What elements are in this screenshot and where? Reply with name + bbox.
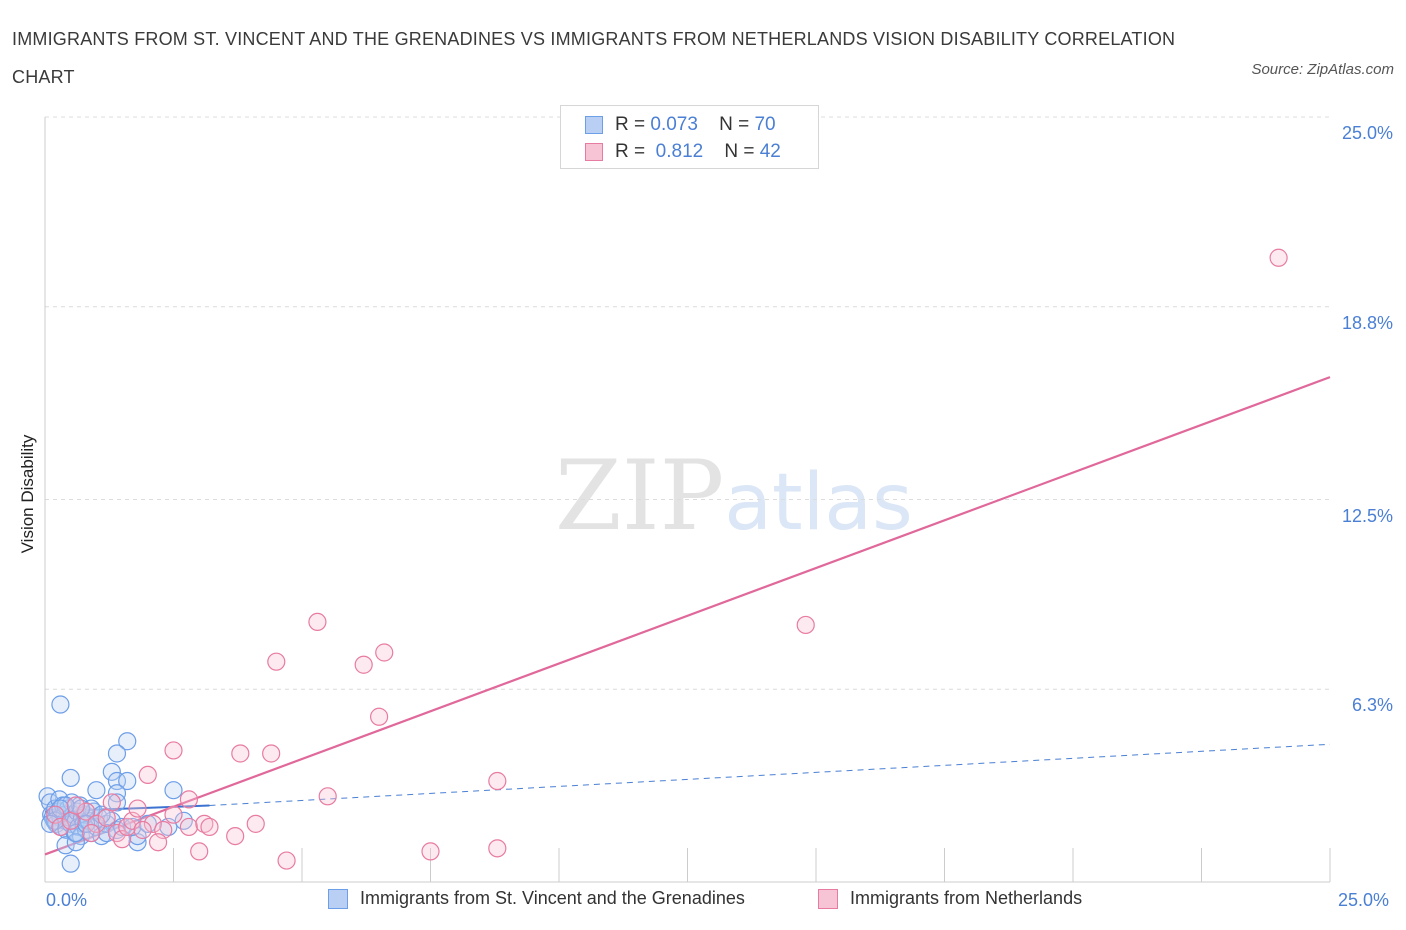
data-points	[38, 248, 1288, 873]
legend-r-value: 0.073	[650, 114, 698, 135]
data-point-pink	[195, 814, 214, 833]
data-point-blue	[107, 784, 127, 803]
y-tick-label: 12.5%	[1341, 505, 1393, 526]
data-point-pink	[488, 839, 507, 858]
data-point-pink	[61, 811, 80, 830]
data-point-blue	[107, 793, 127, 812]
data-point-blue	[87, 781, 106, 800]
stats-legend: R = 0.073 N = 70 R = 0.812 N = 42	[560, 105, 819, 169]
legend-row-pink: R = 0.812 N = 42	[585, 139, 781, 165]
data-point-pink	[143, 814, 163, 833]
data-point-pink	[318, 787, 337, 806]
data-point-pink	[421, 842, 440, 861]
trend-lines	[44, 376, 1331, 856]
data-point-pink	[102, 793, 121, 812]
watermark-atlas: atlas	[724, 458, 913, 548]
data-point-blue	[56, 836, 75, 855]
legend-swatch-blue	[585, 116, 603, 134]
legend-n-label: N =	[724, 141, 755, 162]
y-tick-label: 25.0%	[1341, 123, 1393, 143]
trend-line-blue-extension	[209, 743, 1331, 806]
data-point-blue	[118, 732, 137, 751]
data-point-pink	[164, 741, 183, 760]
legend-r-label: R =	[615, 114, 646, 135]
bottom-legend-label-pink: Immigrants from Netherlands	[850, 888, 1083, 908]
data-point-pink	[262, 744, 281, 763]
data-point-pink	[179, 790, 199, 809]
trend-line-pink	[44, 376, 1331, 856]
data-point-pink	[66, 796, 85, 815]
legend-r-label: R =	[615, 141, 646, 162]
data-point-pink	[97, 808, 116, 827]
data-point-pink	[267, 652, 286, 671]
bottom-legend-label-blue: Immigrants from St. Vincent and the Gren…	[360, 888, 745, 908]
data-point-pink	[354, 655, 373, 674]
data-point-pink	[190, 842, 209, 861]
legend-n-value: 70	[754, 114, 776, 135]
data-point-blue	[61, 854, 80, 873]
axes	[44, 117, 1331, 883]
data-point-pink	[200, 817, 219, 837]
data-point-pink	[128, 799, 147, 818]
grid-lines	[45, 116, 1330, 690]
data-point-pink	[231, 744, 250, 763]
data-point-blue	[107, 744, 127, 763]
data-point-pink	[375, 643, 394, 662]
data-point-blue	[97, 823, 116, 843]
legend-n-label: N =	[719, 114, 750, 135]
data-point-pink	[1269, 248, 1288, 267]
data-point-pink	[226, 826, 245, 846]
data-point-pink	[87, 814, 106, 833]
data-point-pink	[77, 802, 96, 821]
data-point-blue	[97, 814, 116, 833]
data-point-pink	[246, 814, 265, 833]
bottom-legend-swatch-blue	[328, 888, 348, 909]
legend-row-blue: R = 0.073 N = 70	[585, 112, 776, 138]
data-point-pink	[488, 771, 507, 791]
bottom-legend-swatch-pink	[818, 888, 838, 909]
x-tick-label-min: 0.0%	[46, 890, 88, 910]
data-point-blue	[92, 805, 111, 824]
y-tick-label: 18.8%	[1341, 312, 1393, 333]
data-point-blue	[41, 814, 60, 833]
data-point-pink	[138, 765, 157, 785]
data-point-blue	[123, 817, 142, 837]
watermark-zip: ZIP	[555, 440, 725, 552]
data-point-blue	[66, 833, 85, 852]
data-point-pink	[164, 805, 183, 824]
data-point-blue	[61, 768, 80, 788]
data-point-pink	[133, 820, 152, 840]
source-label: Source: ZipAtlas.com	[1251, 61, 1394, 78]
data-point-pink	[370, 707, 389, 726]
data-point-blue	[102, 762, 121, 781]
data-point-pink	[308, 612, 327, 632]
data-point-blue	[51, 695, 70, 714]
legend-r-value: 0.812	[655, 141, 704, 162]
data-point-pink	[148, 833, 168, 852]
data-point-blue	[164, 781, 183, 800]
y-tick-label: 6.3%	[1351, 695, 1393, 716]
x-tick-label-max: 25.0%	[1338, 890, 1390, 910]
data-point-blue	[118, 771, 137, 791]
data-point-pink	[277, 851, 296, 870]
data-point-pink	[82, 823, 101, 843]
data-point-pink	[51, 817, 70, 837]
bottom-legend-item-blue: Immigrants from St. Vincent and the Gren…	[328, 888, 745, 909]
chart-title: IMMIGRANTS FROM ST. VINCENT AND THE GREN…	[12, 29, 1176, 87]
legend-swatch-pink	[585, 143, 603, 161]
data-point-pink	[796, 615, 815, 635]
legend-n-value: 42	[759, 141, 781, 162]
bottom-legend-item-pink: Immigrants from Netherlands	[818, 888, 1082, 909]
watermark: ZIPatlas	[555, 440, 913, 552]
data-point-pink	[179, 817, 199, 837]
